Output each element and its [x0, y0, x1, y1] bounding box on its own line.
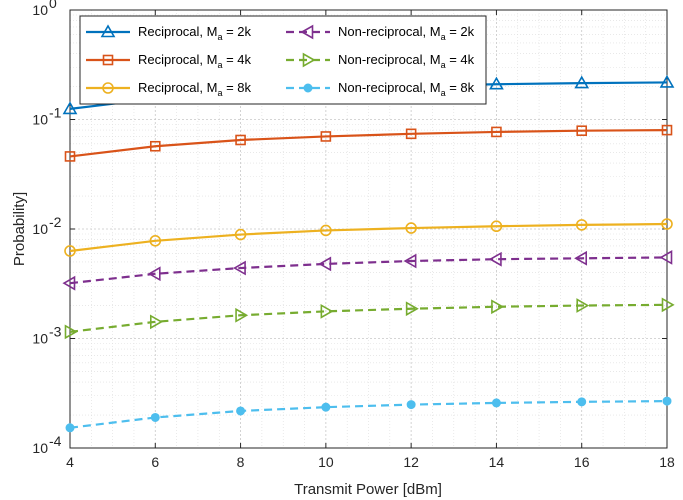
legend-entry: Reciprocal, Ma = 8k — [86, 80, 252, 98]
data-point — [321, 402, 331, 412]
data-point — [232, 260, 246, 276]
x-tick-label: 16 — [574, 454, 590, 470]
y-tick-exponent: 0 — [49, 0, 57, 11]
data-point — [489, 76, 504, 90]
legend-box — [79, 15, 487, 105]
y-tick-label: 10 — [32, 221, 48, 237]
data-point — [235, 134, 246, 146]
legend-label: Non-reciprocal, Ma = 4k — [338, 52, 475, 70]
series-layer — [62, 74, 675, 433]
data-point — [64, 324, 78, 340]
data-point — [149, 314, 163, 330]
data-point — [490, 220, 503, 233]
legend-entry: Non-reciprocal, Ma = 2k — [286, 24, 475, 42]
series-triangle-right — [64, 297, 675, 340]
series-line — [69, 256, 668, 285]
x-tick-label: 14 — [489, 454, 505, 470]
series-square — [64, 124, 673, 162]
data-point — [659, 250, 673, 265]
data-point — [491, 299, 505, 315]
data-point — [406, 400, 416, 410]
data-point — [320, 303, 334, 319]
data-point — [235, 307, 249, 323]
legend-label: Non-reciprocal, Ma = 8k — [338, 80, 475, 98]
legend-label: Reciprocal, Ma = 8k — [138, 80, 252, 98]
data-point — [576, 298, 590, 313]
data-point — [318, 256, 332, 272]
data-point — [64, 245, 76, 257]
x-tick-label: 6 — [151, 454, 159, 470]
data-point — [661, 124, 673, 136]
data-point — [320, 224, 332, 237]
grid — [69, 9, 668, 449]
y-tick-label: 10 — [32, 112, 48, 128]
series-triangle-left — [62, 250, 673, 291]
data-point — [405, 222, 417, 234]
data-point — [574, 75, 590, 89]
data-point — [574, 250, 588, 266]
data-point — [661, 218, 673, 230]
legend: Reciprocal, Ma = 2k Non-reciprocal, Ma = … — [79, 15, 487, 105]
series-line — [69, 129, 668, 158]
data-point — [659, 74, 675, 88]
data-point — [149, 235, 162, 247]
data-point — [488, 251, 502, 267]
x-tick-label: 4 — [66, 454, 74, 470]
x-tick-label: 18 — [659, 454, 675, 470]
y-tick-exponent: -2 — [49, 214, 62, 230]
y-tick-label: 10 — [32, 440, 48, 456]
data-point — [102, 82, 114, 94]
data-point — [576, 125, 588, 137]
data-point — [405, 128, 417, 140]
x-axis-label: Transmit Power [dBm] — [294, 481, 442, 498]
series-circle — [64, 218, 673, 257]
data-point — [575, 219, 588, 231]
data-point — [234, 228, 247, 241]
data-point — [62, 275, 76, 291]
data-point — [64, 151, 76, 162]
y-tick-label: 10 — [32, 331, 48, 347]
data-point — [577, 397, 587, 407]
y-tick-exponent: -4 — [49, 433, 62, 449]
data-point — [149, 140, 161, 152]
data-point — [62, 101, 78, 115]
x-tick-label: 8 — [237, 454, 245, 470]
legend-label: Non-reciprocal, Ma = 2k — [338, 24, 475, 42]
series-filled-circle — [65, 396, 672, 433]
data-point — [300, 24, 314, 40]
x-tick-label: 12 — [403, 454, 419, 470]
series-line — [69, 400, 668, 429]
x-tick-label: 10 — [318, 454, 334, 470]
y-tick-label: 10 — [32, 2, 48, 18]
legend-label: Reciprocal, Ma = 4k — [138, 52, 252, 70]
legend-entry: Reciprocal, Ma = 4k — [86, 52, 252, 70]
data-point — [302, 52, 316, 68]
data-point — [661, 297, 675, 313]
series-line — [69, 303, 668, 333]
data-point — [303, 83, 313, 93]
legend-entry: Non-reciprocal, Ma = 4k — [286, 52, 475, 70]
y-axis-label: Probability] — [11, 192, 28, 266]
legend-entry: Reciprocal, Ma = 2k — [86, 24, 252, 42]
data-point — [662, 396, 672, 406]
data-point — [236, 406, 246, 416]
data-point — [102, 54, 114, 66]
data-point — [147, 266, 161, 282]
data-point — [403, 253, 417, 269]
data-point — [491, 126, 502, 138]
data-point — [491, 398, 501, 408]
series-line — [69, 222, 668, 253]
data-point — [65, 423, 75, 433]
legend-entry: Non-reciprocal, Ma = 8k — [286, 80, 475, 98]
data-point — [150, 412, 160, 422]
data-point — [100, 24, 116, 38]
data-point — [405, 301, 419, 317]
y-tick-exponent: -1 — [49, 105, 62, 121]
data-point — [320, 131, 332, 142]
legend-label: Reciprocal, Ma = 2k — [138, 24, 252, 42]
y-tick-exponent: -3 — [49, 324, 62, 340]
